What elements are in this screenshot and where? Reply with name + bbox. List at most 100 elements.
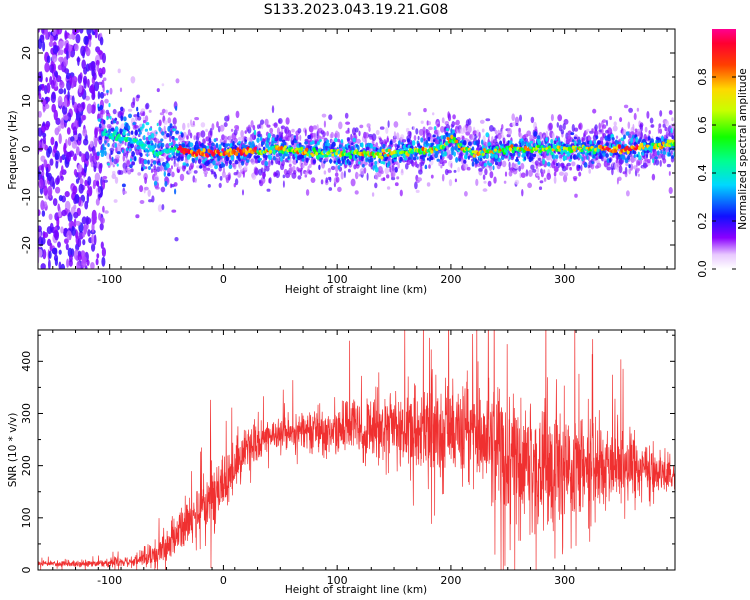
spectrogram-noise-blob <box>46 167 49 177</box>
spectrogram-ridge-cell <box>149 145 154 149</box>
spectrogram-band-cell <box>301 158 305 162</box>
spectrogram-band-cell <box>121 149 124 154</box>
spectrogram-halo-cell <box>664 126 668 132</box>
spectrogram-band-cell <box>572 139 575 143</box>
spectrogram-band-cell <box>339 144 343 148</box>
spectrogram-halo-cell <box>167 111 173 116</box>
spectrogram-band-cell <box>127 125 131 131</box>
spectrogram-band-cell <box>153 160 157 165</box>
spectrogram-halo-cell <box>571 152 574 156</box>
spectrogram-halo-cell <box>347 127 350 132</box>
spectrogram-ridge-cell <box>550 151 554 156</box>
spectrogram-band-cell <box>294 140 298 144</box>
spectrogram-halo-cell <box>359 124 364 129</box>
spectrogram-halo-cell <box>337 186 342 193</box>
spectrogram-noise-blob <box>69 254 73 263</box>
y-tick-label: 300 <box>20 403 33 424</box>
spectrogram-band-cell <box>248 141 252 146</box>
spectrogram-band-cell <box>327 142 330 147</box>
spectrogram-ridge-cell <box>226 149 230 153</box>
spectrogram-halo-cell <box>519 172 522 179</box>
spectrogram-halo-cell <box>401 139 407 143</box>
spectrogram-band-cell <box>563 155 567 161</box>
spectrogram-halo-cell <box>139 200 145 204</box>
spectrogram-band-cell <box>238 140 242 144</box>
spectrogram-band-cell <box>177 156 181 161</box>
spectrogram-halo-cell <box>625 162 629 167</box>
spectrogram-halo-cell <box>221 171 226 178</box>
spectrogram-ridge-cell <box>655 146 659 150</box>
spectrogram-band-cell <box>382 161 386 165</box>
spectrogram-band-cell <box>316 141 320 146</box>
spectrogram-halo-cell <box>659 128 663 134</box>
spectrogram-halo-cell <box>308 125 314 133</box>
colorbar-tick-label: 0.6 <box>696 116 709 134</box>
spectrogram-band-cell <box>180 132 184 138</box>
spectrogram-noise-blob <box>83 35 89 46</box>
spectrogram-ridge-cell <box>147 144 151 149</box>
spectrogram-noise-blob <box>94 172 101 182</box>
spectrogram-halo-cell <box>572 176 578 180</box>
spectrogram-halo-cell <box>112 164 115 168</box>
spectrogram-halo-cell <box>250 120 254 128</box>
spectrogram-halo-cell <box>363 161 368 166</box>
spectrogram-band-cell <box>274 137 279 142</box>
spectrogram-band-cell <box>340 139 344 144</box>
spectrogram-halo-cell <box>437 123 441 128</box>
spectrogram-halo-cell <box>532 168 537 173</box>
spectrogram-noise-blob <box>57 241 61 248</box>
spectrogram-band-cell <box>205 161 209 167</box>
spectrogram-band-cell <box>128 147 132 152</box>
spectrogram-ridge-cell <box>481 152 485 157</box>
spectrogram-halo-cell <box>357 173 360 177</box>
spectrogram-band-cell <box>102 149 105 154</box>
spectrogram-noise-blob <box>38 225 42 233</box>
spectrogram-band-cell <box>458 157 461 162</box>
spectrogram-band-cell <box>660 150 663 154</box>
spectrogram-halo-cell <box>234 178 239 186</box>
spectrogram-halo-cell <box>104 210 109 214</box>
spectrogram-halo-cell <box>97 81 103 85</box>
spectrogram-band-cell <box>136 106 139 112</box>
spectrogram-halo-cell <box>437 129 440 136</box>
spectrogram-noise-blob <box>53 229 59 239</box>
spectrogram-band-cell <box>348 161 352 166</box>
spectrogram-halo-cell <box>203 170 208 175</box>
spectrogram-ridge-cell <box>103 128 107 132</box>
spectrogram-band-cell <box>143 135 146 141</box>
spectrogram-noise-blob <box>40 200 45 211</box>
spectrogram-halo-cell <box>275 170 280 179</box>
spectrogram-ridge-cell <box>555 148 559 152</box>
spectrogram-halo-cell <box>366 172 369 181</box>
spectrogram-halo-cell <box>613 121 617 127</box>
spectrogram-noise-blob <box>51 64 54 74</box>
spectrogram-band-cell <box>116 163 119 167</box>
spectrogram-ridge-cell <box>122 131 126 136</box>
spectrogram-band-cell <box>241 160 245 166</box>
spectrogram-band-cell <box>628 164 631 169</box>
spectrogram-band-cell <box>424 164 428 170</box>
spectrogram-halo-cell <box>368 126 371 132</box>
spectrogram-band-cell <box>352 137 357 143</box>
spectrogram-halo-cell <box>219 176 223 181</box>
x-tick-label: 100 <box>327 574 348 587</box>
spectrogram-band-cell <box>509 152 513 157</box>
spectrogram-halo-cell <box>447 169 452 174</box>
spectrogram-noise-blob <box>77 238 82 248</box>
spectrogram-halo-cell <box>371 133 377 141</box>
spectrogram-halo-cell <box>566 162 571 167</box>
spectrogram-band-cell <box>293 135 296 139</box>
spectrogram-noise-blob <box>54 127 60 136</box>
spectrogram-noise-blob <box>42 41 46 52</box>
colorbar-tick-label: 0.4 <box>696 164 709 182</box>
spectrogram-halo-cell <box>391 176 396 181</box>
spectrogram-noise-blob <box>82 75 88 86</box>
spectrogram-ridge-cell <box>450 134 454 140</box>
spectrogram-ridge-cell <box>272 149 276 154</box>
spectrogram-ridge-cell <box>221 148 225 152</box>
spectrogram-band-cell <box>295 159 298 164</box>
spectrogram-band-cell <box>215 143 219 149</box>
spectrogram-ridge-cell <box>325 154 329 158</box>
spectrogram-halo-cell <box>545 130 549 139</box>
